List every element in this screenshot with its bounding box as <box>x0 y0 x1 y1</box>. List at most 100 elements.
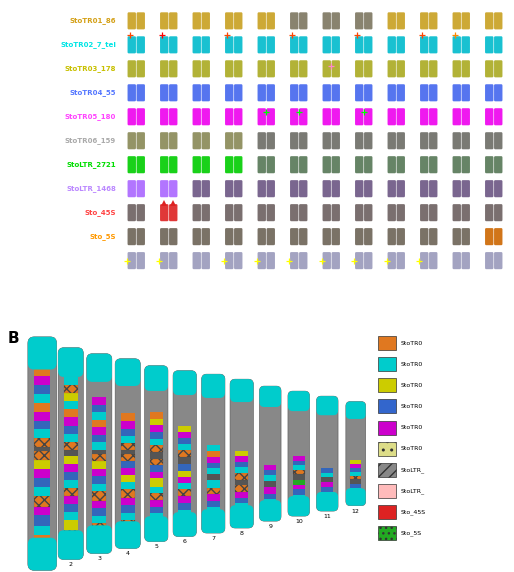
FancyBboxPatch shape <box>225 108 233 125</box>
Bar <box>150 446 163 452</box>
FancyBboxPatch shape <box>234 228 243 245</box>
FancyBboxPatch shape <box>290 204 299 221</box>
FancyBboxPatch shape <box>494 84 503 101</box>
Text: 11: 11 <box>323 514 331 519</box>
FancyBboxPatch shape <box>429 156 437 173</box>
FancyBboxPatch shape <box>485 13 493 29</box>
FancyBboxPatch shape <box>494 228 503 245</box>
FancyBboxPatch shape <box>388 132 396 149</box>
FancyBboxPatch shape <box>137 36 145 53</box>
Bar <box>350 488 361 492</box>
Bar <box>150 465 163 472</box>
FancyBboxPatch shape <box>127 108 136 125</box>
Bar <box>235 473 248 480</box>
Text: StoLTR_2721: StoLTR_2721 <box>66 161 116 168</box>
Bar <box>378 358 396 371</box>
FancyBboxPatch shape <box>267 132 275 149</box>
FancyBboxPatch shape <box>160 252 169 269</box>
FancyBboxPatch shape <box>452 228 461 245</box>
Bar <box>34 420 50 430</box>
FancyBboxPatch shape <box>160 60 169 77</box>
FancyBboxPatch shape <box>193 204 201 221</box>
FancyBboxPatch shape <box>225 252 233 269</box>
FancyBboxPatch shape <box>225 60 233 77</box>
Bar <box>121 436 135 443</box>
FancyBboxPatch shape <box>299 84 307 101</box>
FancyBboxPatch shape <box>323 132 331 149</box>
Bar <box>293 465 305 470</box>
FancyBboxPatch shape <box>332 84 340 101</box>
Bar <box>293 470 305 474</box>
Bar <box>178 510 191 516</box>
Bar <box>121 468 135 475</box>
FancyBboxPatch shape <box>193 84 201 101</box>
Bar <box>150 419 163 426</box>
FancyBboxPatch shape <box>144 366 168 542</box>
Bar <box>92 476 106 484</box>
Bar <box>178 451 191 456</box>
FancyBboxPatch shape <box>364 60 373 77</box>
FancyBboxPatch shape <box>137 132 145 149</box>
Bar <box>235 456 248 462</box>
Bar <box>64 512 78 520</box>
FancyBboxPatch shape <box>355 252 363 269</box>
FancyBboxPatch shape <box>234 156 243 173</box>
Bar <box>34 394 50 403</box>
FancyBboxPatch shape <box>193 180 201 197</box>
FancyBboxPatch shape <box>144 366 168 391</box>
Text: 1: 1 <box>134 306 139 315</box>
FancyBboxPatch shape <box>388 204 396 221</box>
Bar <box>64 530 78 538</box>
Text: 5: 5 <box>264 306 269 315</box>
FancyBboxPatch shape <box>346 402 365 419</box>
FancyBboxPatch shape <box>317 396 338 511</box>
FancyBboxPatch shape <box>267 84 275 101</box>
FancyBboxPatch shape <box>230 379 253 528</box>
Text: 5: 5 <box>154 545 158 550</box>
FancyBboxPatch shape <box>137 60 145 77</box>
FancyBboxPatch shape <box>288 391 309 516</box>
FancyBboxPatch shape <box>429 204 437 221</box>
FancyBboxPatch shape <box>429 252 437 269</box>
FancyBboxPatch shape <box>452 36 461 53</box>
FancyBboxPatch shape <box>429 13 437 29</box>
FancyBboxPatch shape <box>290 132 299 149</box>
FancyBboxPatch shape <box>267 13 275 29</box>
Bar <box>34 403 50 412</box>
FancyBboxPatch shape <box>420 156 429 173</box>
FancyBboxPatch shape <box>58 530 83 559</box>
FancyBboxPatch shape <box>420 84 429 101</box>
Bar <box>378 463 396 476</box>
Bar <box>235 451 248 456</box>
Bar <box>34 507 50 515</box>
FancyBboxPatch shape <box>323 156 331 173</box>
FancyBboxPatch shape <box>225 228 233 245</box>
FancyBboxPatch shape <box>260 386 281 407</box>
Text: StoTR0: StoTR0 <box>401 404 423 409</box>
Bar <box>207 501 220 507</box>
Text: 10: 10 <box>295 519 303 525</box>
Bar <box>121 482 135 489</box>
FancyBboxPatch shape <box>420 180 429 197</box>
FancyBboxPatch shape <box>429 84 437 101</box>
FancyBboxPatch shape <box>346 488 365 506</box>
Text: 3: 3 <box>97 556 101 561</box>
Bar <box>235 467 248 473</box>
Text: 9: 9 <box>268 525 272 529</box>
Bar <box>150 478 163 487</box>
FancyBboxPatch shape <box>230 379 253 402</box>
Text: 4: 4 <box>126 551 130 556</box>
FancyBboxPatch shape <box>452 84 461 101</box>
FancyBboxPatch shape <box>267 36 275 53</box>
FancyBboxPatch shape <box>462 132 470 149</box>
Bar <box>92 484 106 491</box>
Bar <box>293 480 305 484</box>
Bar <box>150 452 163 459</box>
FancyBboxPatch shape <box>258 84 266 101</box>
FancyBboxPatch shape <box>420 13 429 29</box>
Bar <box>92 454 106 461</box>
FancyBboxPatch shape <box>299 60 307 77</box>
FancyBboxPatch shape <box>396 156 405 173</box>
FancyBboxPatch shape <box>388 60 396 77</box>
FancyBboxPatch shape <box>317 492 338 511</box>
